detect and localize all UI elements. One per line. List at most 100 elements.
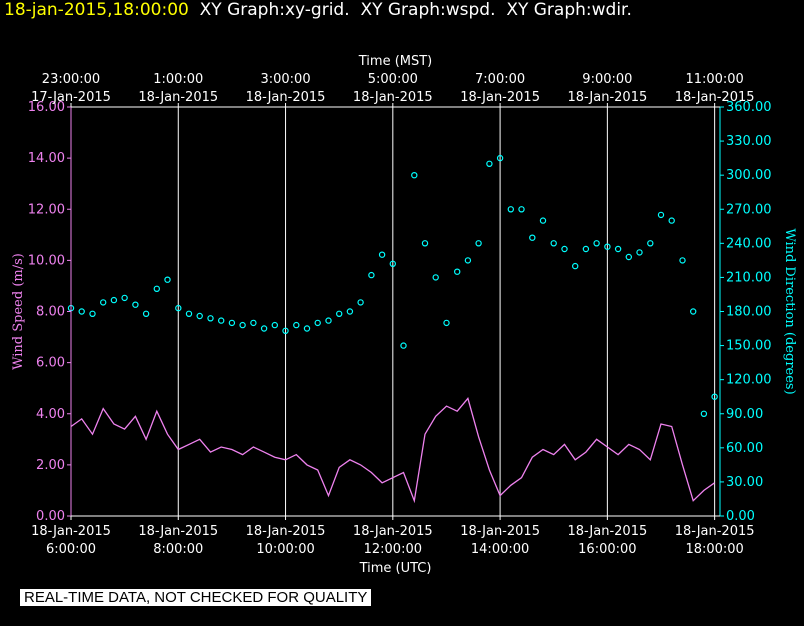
top-tick-time: 11:00:00 xyxy=(685,72,743,87)
wind-direction-point xyxy=(196,312,203,320)
wind-direction-point xyxy=(282,327,289,334)
wind-direction-point xyxy=(357,299,364,306)
wind-direction-point xyxy=(657,211,665,219)
wind-direction-point xyxy=(700,410,708,417)
wind-direction-point xyxy=(153,285,160,292)
wind-direction-point xyxy=(346,308,354,315)
left-tick-label: 10.00 xyxy=(28,253,65,268)
wind-direction-point xyxy=(636,249,643,256)
wind-direction-point xyxy=(142,310,150,317)
wind-direction-point xyxy=(368,271,375,279)
bottom-tick-time: 12:00:00 xyxy=(364,542,422,557)
wind-direction-point xyxy=(690,308,697,315)
wind-direction-point xyxy=(539,217,547,224)
wind-direction-point xyxy=(454,268,461,275)
left-tick-label: 16.00 xyxy=(28,100,65,115)
left-tick-label: 0.00 xyxy=(36,509,65,524)
top-tick-date: 18-Jan-2015 xyxy=(460,90,540,105)
wind-direction-point xyxy=(89,310,96,317)
wind-direction-point xyxy=(293,321,300,329)
wind-direction-point xyxy=(518,206,525,213)
wind-direction-point xyxy=(550,240,557,247)
disclaimer-banner: REAL-TIME DATA, NOT CHECKED FOR QUALITY xyxy=(20,589,372,606)
right-tick-label: 180.00 xyxy=(726,305,772,320)
bottom-tick-date: 18-Jan-2015 xyxy=(675,524,755,539)
wind-direction-point xyxy=(464,257,472,264)
left-tick-label: 2.00 xyxy=(36,458,65,473)
left-tick-label: 4.00 xyxy=(36,407,65,422)
left-axis-title: Wind Speed (m/s) xyxy=(11,253,26,370)
left-tick-label: 8.00 xyxy=(36,305,65,320)
left-tick-label: 14.00 xyxy=(28,151,65,166)
left-tick-label: 12.00 xyxy=(28,202,65,217)
bottom-tick-time: 18:00:00 xyxy=(685,542,743,557)
bottom-tick-date: 18-Jan-2015 xyxy=(246,524,326,539)
wind-speed-line xyxy=(70,397,715,504)
chart-header: 18-jan-2015,18:00:00 XY Graph:xy-grid. X… xyxy=(4,0,632,20)
wind-direction-point xyxy=(561,245,568,253)
bottom-tick-time: 14:00:00 xyxy=(471,542,529,557)
wind-direction-point xyxy=(110,296,118,304)
top-tick-time: 5:00:00 xyxy=(368,72,418,87)
bottom-tick-date: 18-Jan-2015 xyxy=(567,524,647,539)
wind-direction-point xyxy=(164,276,171,283)
header-graph-grid: XY Graph:xy-grid. xyxy=(199,0,350,20)
right-tick-label: 300.00 xyxy=(726,168,772,183)
wind-direction-point xyxy=(325,317,332,324)
bottom-axis-title: Time (UTC) xyxy=(359,561,432,576)
wind-direction-point xyxy=(496,154,504,162)
wind-direction-point xyxy=(507,206,514,213)
header-graph-wspd: XY Graph:wspd. xyxy=(360,0,496,20)
wind-direction-point xyxy=(593,240,600,247)
wind-direction-point xyxy=(121,294,128,302)
bottom-tick-date: 18-Jan-2015 xyxy=(138,524,218,539)
wind-direction-point xyxy=(582,245,590,253)
wind-direction-point xyxy=(99,299,107,306)
wind-direction-point xyxy=(432,274,439,281)
wind-direction-point xyxy=(400,342,407,349)
wind-direction-point xyxy=(711,393,718,400)
top-tick-time: 23:00:00 xyxy=(42,72,100,87)
right-tick-label: 210.00 xyxy=(726,270,772,285)
right-tick-label: 90.00 xyxy=(726,407,763,422)
bottom-tick-date: 18-Jan-2015 xyxy=(460,524,540,539)
top-tick-time: 7:00:00 xyxy=(475,72,525,87)
wind-direction-point xyxy=(207,315,214,322)
right-tick-label: 150.00 xyxy=(726,339,772,354)
wind-direction-point xyxy=(614,245,622,253)
wind-direction-point xyxy=(185,310,193,317)
wind-direction-point xyxy=(271,321,278,329)
left-tick-label: 6.00 xyxy=(36,356,65,371)
wind-direction-point xyxy=(486,160,493,167)
wind-direction-point xyxy=(250,319,257,327)
bottom-tick-date: 18-Jan-2015 xyxy=(31,524,111,539)
wind-direction-point xyxy=(217,317,225,324)
top-tick-time: 3:00:00 xyxy=(260,72,310,87)
wind-direction-point xyxy=(175,304,182,312)
right-axis-title: Wind Direction (degrees) xyxy=(782,228,797,394)
top-axis-title: Time (MST) xyxy=(358,54,433,69)
top-tick-date: 18-Jan-2015 xyxy=(675,90,755,105)
bottom-tick-time: 10:00:00 xyxy=(256,542,314,557)
wind-direction-point xyxy=(604,243,611,250)
header-datetime: 18-jan-2015,18:00:00 xyxy=(4,0,189,20)
wind-direction-point xyxy=(625,253,633,261)
top-tick-time: 9:00:00 xyxy=(582,72,632,87)
right-tick-label: 270.00 xyxy=(726,202,772,217)
wind-direction-point xyxy=(132,301,139,308)
wind-direction-point xyxy=(336,310,343,317)
wind-direction-point xyxy=(378,251,386,258)
right-tick-label: 0.00 xyxy=(726,509,755,524)
bottom-tick-time: 8:00:00 xyxy=(153,542,203,557)
wind-direction-point xyxy=(303,325,311,332)
header-graph-wdir: XY Graph:wdir. xyxy=(506,0,632,20)
right-tick-label: 120.00 xyxy=(726,373,772,388)
wind-direction-point xyxy=(78,308,85,315)
wind-direction-point xyxy=(443,319,450,327)
wind-direction-point xyxy=(421,240,429,247)
right-tick-label: 240.00 xyxy=(726,236,772,251)
wind-direction-point xyxy=(389,260,396,267)
wind-direction-point xyxy=(572,262,579,270)
wind-direction-point xyxy=(411,171,418,179)
